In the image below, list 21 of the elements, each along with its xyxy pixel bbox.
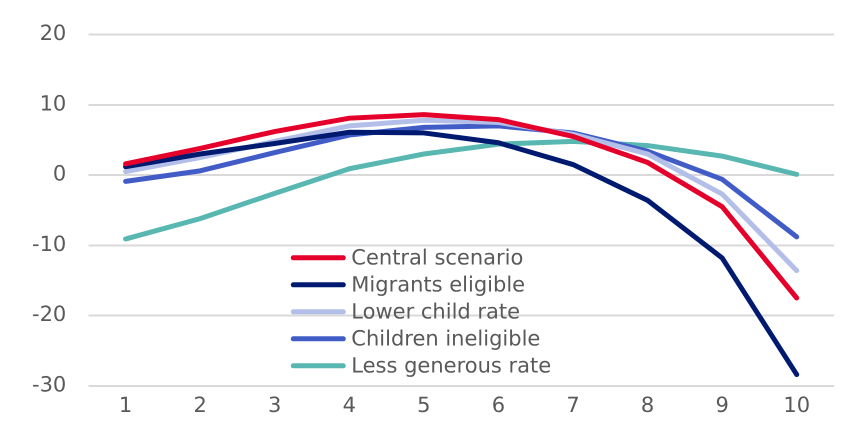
- x-tick-label: 4: [342, 392, 356, 417]
- x-tick-label: 6: [492, 392, 506, 417]
- x-tick-label: 1: [118, 392, 132, 417]
- x-tick-label: 2: [193, 392, 207, 417]
- x-tick-label: 7: [566, 392, 580, 417]
- y-tick-label: -30: [32, 372, 66, 396]
- x-tick-label: 9: [715, 392, 729, 417]
- x-tick-label: 5: [417, 392, 431, 417]
- y-tick-label: 10: [40, 91, 66, 116]
- y-tick-label: -20: [32, 302, 66, 326]
- legend-label: Central scenario: [351, 245, 524, 270]
- x-tick-label: 3: [268, 392, 282, 417]
- x-tick-label: 10: [783, 392, 810, 417]
- legend-label: Children ineligible: [351, 326, 540, 350]
- x-tick-label: 8: [640, 392, 654, 417]
- legend-label: Lower child rate: [351, 299, 520, 324]
- y-tick-label: 20: [40, 21, 66, 46]
- y-tick-label: 0: [52, 162, 66, 186]
- y-tick-label: -10: [32, 232, 66, 256]
- legend-label: Less generous rate: [351, 353, 552, 378]
- legend-label: Migrants eligible: [351, 272, 526, 296]
